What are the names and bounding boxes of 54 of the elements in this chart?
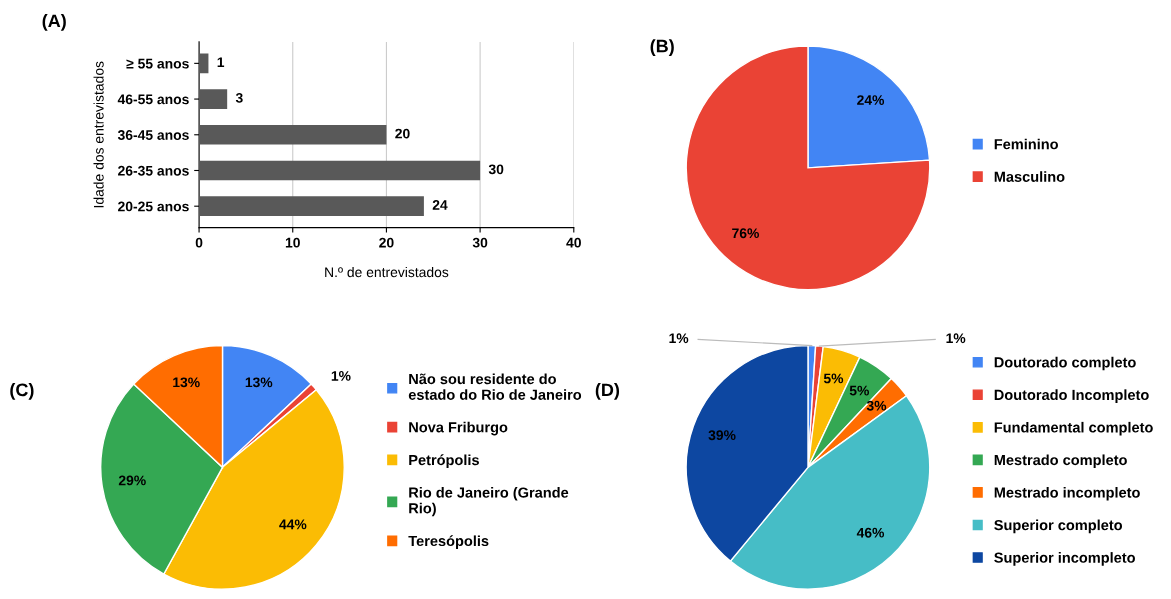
pie-slice — [685, 45, 931, 291]
data-label: 1% — [669, 333, 689, 344]
legend-label: Fundamental completo — [994, 421, 1153, 436]
y-tick-label: 36-45 anos — [117, 130, 189, 140]
data-label: 13% — [245, 377, 273, 388]
y-axis-title: Idade dos entrevistados — [93, 61, 104, 208]
x-tick-label: 0 — [195, 237, 203, 248]
text: (C) — [10, 382, 34, 400]
legend-label: Feminino — [994, 138, 1058, 150]
data-label: 76% — [732, 228, 759, 239]
x-tick-label: 10 — [285, 237, 300, 248]
y-tick-label: 20-25 anos — [118, 201, 189, 212]
y-tick-label: 46-55 anos — [117, 94, 189, 105]
data-label: 3% — [866, 400, 887, 411]
text: (A) — [42, 13, 66, 31]
data-label: 1% — [331, 371, 351, 381]
data-label: 46% — [856, 527, 885, 538]
legend-label: Doutorado completo — [994, 356, 1136, 371]
bar — [199, 124, 387, 145]
x-tick-label: 20 — [379, 237, 394, 248]
legend-label: Petrópolis — [409, 454, 479, 469]
data-label: 5% — [849, 385, 869, 396]
data-label: 39% — [708, 430, 736, 441]
data-label: 1% — [946, 333, 966, 344]
y-tick-label: ≥ 55 anos — [126, 58, 189, 69]
legend-label: Teresópolis — [408, 535, 489, 549]
data-label: 24% — [857, 95, 885, 105]
data-label: 1 — [217, 57, 225, 67]
x-tick-label: 40 — [566, 237, 581, 248]
chart-title: (B) — [650, 39, 674, 57]
data-label: 3 — [235, 92, 243, 103]
legend-label: Superior completo — [994, 519, 1123, 534]
data-label: 24 — [432, 200, 448, 210]
legend-label: Nova Friburgo — [409, 421, 508, 436]
legend-label: Superior incompleto — [994, 552, 1135, 566]
data-label: 29% — [118, 475, 146, 486]
legend-label: Mestrado completo — [994, 454, 1127, 469]
legend-label: Masculino — [994, 171, 1065, 182]
legend-label: Rio de Janeiro (Grande Rio) — [409, 487, 569, 517]
x-tick-label: 30 — [472, 237, 488, 248]
bar — [199, 89, 228, 109]
data-label: 5% — [823, 373, 844, 384]
data-label: 13% — [173, 377, 200, 388]
legend-label: Mestrado incompleto — [994, 486, 1140, 501]
x-axis-title: N.º de entrevistados — [325, 266, 449, 278]
text: (D) — [595, 382, 620, 400]
data-label: 44% — [279, 519, 307, 530]
legend-label: Não sou residente do estado do Rio de Janeiro — [408, 373, 582, 400]
data-label: 20 — [395, 128, 410, 139]
y-tick-label: 26-35 anos — [118, 165, 189, 176]
bar — [199, 196, 424, 217]
data-label: 30 — [488, 164, 504, 175]
legend-label: Doutorado Incompleto — [994, 389, 1149, 403]
bar — [199, 160, 481, 181]
